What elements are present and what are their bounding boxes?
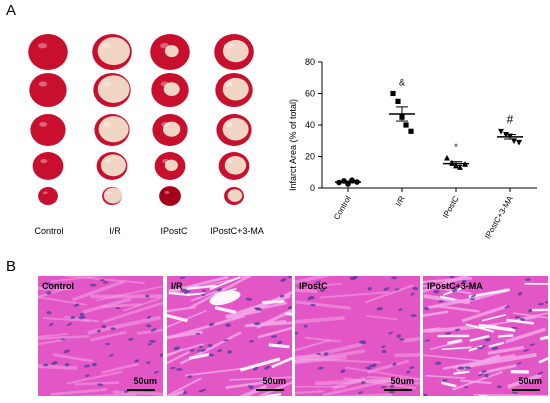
y-tick-label: 0 — [310, 183, 315, 193]
significance-marker: # — [507, 112, 514, 126]
heart-slice — [29, 73, 67, 107]
heart-slice — [94, 114, 130, 146]
heart-slice — [30, 114, 66, 146]
data-point — [444, 154, 450, 161]
heart-slice — [216, 114, 252, 146]
data-point — [399, 114, 405, 120]
scale-text-control: 50um — [133, 376, 157, 386]
data-point — [349, 177, 355, 183]
scale-bar-control — [127, 389, 155, 391]
histology-panel-ipostc: IPostC 50um — [295, 276, 420, 396]
heart-group-label-ipostc-3ma: IPostC+3-MA — [210, 226, 264, 236]
heart-slice — [150, 34, 190, 70]
heart-slice — [154, 152, 186, 180]
data-point — [511, 138, 517, 144]
histology-label-ipostc-3ma: IPostC+3-MA — [427, 281, 483, 291]
data-point — [345, 181, 351, 187]
data-point — [354, 179, 360, 185]
heart-slice — [218, 152, 250, 180]
heart-slice — [224, 187, 244, 205]
histology-image-ir — [167, 276, 292, 396]
y-tick-label: 40 — [305, 120, 315, 130]
y-tick-label: 60 — [305, 89, 315, 99]
histology-image-ipostc — [295, 276, 420, 396]
heart-slice — [215, 73, 253, 107]
x-tick-label: IPostC — [441, 194, 461, 219]
histology-label-ipostc: IPostC — [299, 281, 328, 291]
histology-panel-control: Control 50um — [38, 276, 163, 396]
histology-label-control: Control — [42, 281, 74, 291]
data-point — [341, 178, 347, 184]
data-point — [403, 122, 409, 128]
heart-group-label-ipostc: IPostC — [160, 226, 188, 236]
heart-slice — [96, 152, 128, 180]
y-tick-label: 20 — [305, 152, 315, 162]
scale-bar-ipostc-3ma — [512, 389, 540, 391]
data-point — [516, 139, 522, 146]
y-tick-label: 80 — [305, 57, 315, 67]
significance-marker: * — [454, 142, 458, 152]
heart-slice — [214, 34, 254, 70]
data-point — [498, 128, 504, 135]
panel-label-b: B — [6, 258, 17, 275]
data-point — [449, 159, 455, 166]
heart-group-label-ir: I/R — [109, 226, 121, 236]
heart-slice — [28, 34, 68, 70]
panel-label-a: A — [6, 2, 17, 19]
data-point — [395, 98, 401, 104]
data-point — [453, 162, 459, 169]
heart-slice — [152, 114, 188, 146]
x-tick-label: IPostC+3-MA — [483, 194, 515, 240]
data-point — [507, 133, 513, 140]
scale-bar-ir — [256, 389, 284, 391]
heart-slice — [151, 73, 189, 107]
significance-marker: & — [399, 78, 405, 88]
data-point — [462, 161, 468, 167]
heart-slice — [93, 73, 131, 107]
data-point — [503, 132, 509, 138]
heart-slice — [102, 187, 123, 205]
heart-group-label-control: Control — [34, 226, 64, 236]
heart-slice — [92, 34, 132, 70]
data-point — [336, 179, 342, 186]
scale-text-ipostc: 50um — [390, 376, 414, 386]
heart-slice — [32, 152, 64, 180]
histology-label-ir: I/R — [171, 281, 183, 291]
scale-text-ir: 50um — [262, 376, 286, 386]
data-point — [408, 128, 414, 134]
histology-panel-ipostc-3ma: IPostC+3-MA 50um — [423, 276, 548, 396]
heart-sections-figure — [28, 34, 254, 206]
infarct-area-chart: Infarct Area (% of total) 0 20 40 60 80 Contr… — [288, 57, 537, 240]
scale-text-ipostc-3ma: 50um — [518, 376, 542, 386]
x-tick-label: I/R — [394, 194, 407, 208]
x-tick-label: Control — [332, 194, 353, 221]
histology-image-ipostc-3ma — [423, 276, 548, 396]
histology-panel-ir: I/R 50um — [167, 276, 292, 396]
histology-image-control — [38, 276, 163, 396]
y-axis-label: Infarct Area (% of total) — [288, 99, 298, 191]
data-point — [457, 164, 463, 170]
heart-slice — [38, 187, 58, 205]
data-point — [390, 90, 396, 97]
scale-bar-ipostc — [384, 389, 412, 391]
heart-slice — [159, 186, 181, 206]
